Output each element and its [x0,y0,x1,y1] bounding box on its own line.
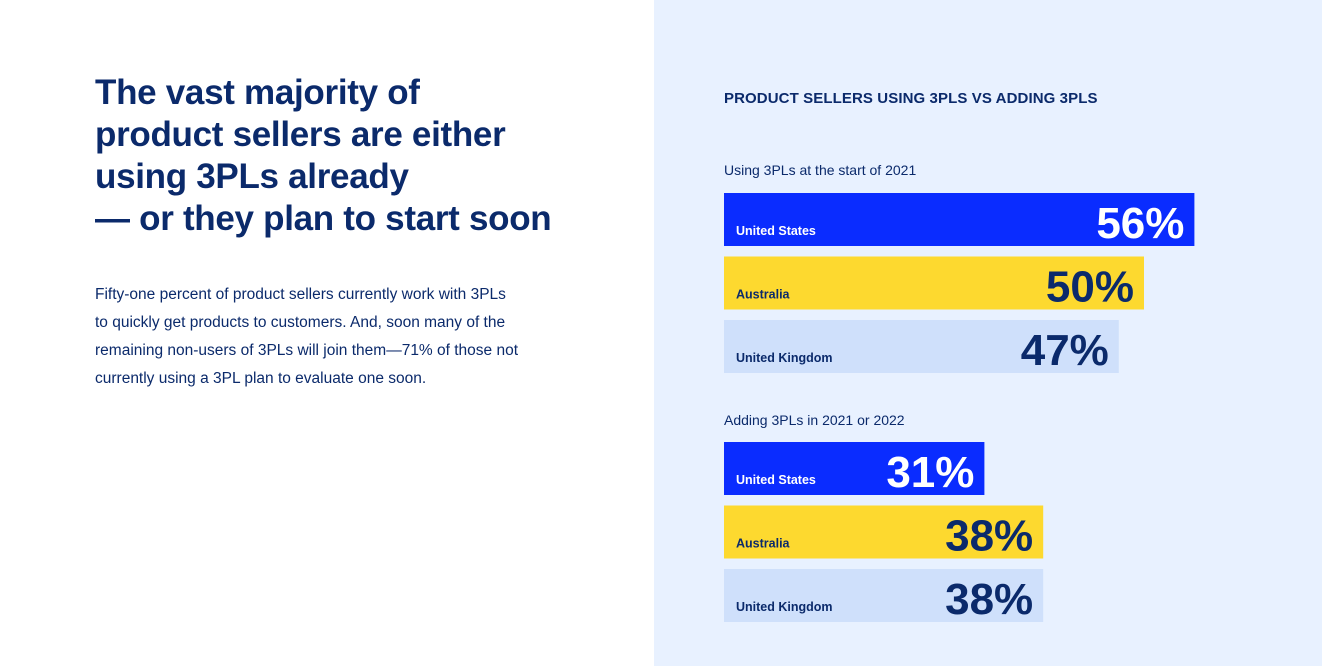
bar-value-label: 56% [1096,199,1184,248]
bar-australia [724,505,1044,559]
chart-panel: PRODUCT SELLERS USING 3PLS VS ADDING 3PL… [654,0,1322,666]
body-paragraph: Fifty-one percent of product sellers cur… [95,281,565,393]
body-line: to quickly get products to customers. An… [95,314,506,331]
group-label-using: Using 3PLs at the start of 2021 [724,162,917,178]
chart-title: PRODUCT SELLERS USING 3PLS VS ADDING 3PL… [724,90,1098,107]
bar-value-label: 47% [1021,326,1109,375]
group-label-adding: Adding 3PLs in 2021 or 2022 [724,412,905,428]
bar-category-label: United States [736,473,816,487]
bar-value-label: 50% [1046,263,1134,312]
intro-panel: The vast majority of product sellers are… [0,0,654,666]
bar-united-kingdom [724,569,1044,622]
bar-value-label: 31% [886,448,974,497]
body-line: currently using a 3PL plan to evaluate o… [95,370,427,387]
bar-value-label: 38% [945,512,1033,561]
bar-australia [724,256,1144,310]
headline-line: The vast majority of [95,73,420,112]
bar-chart: United States 56% Australia 50% United Kingd… [724,193,1195,624]
body-line: Fifty-one percent of product sellers cur… [95,286,506,303]
bar-united-states [724,442,985,495]
bar-category-label: Australia [736,288,791,302]
bar-united-states [724,193,1195,246]
body-line: remaining non-users of 3PLs will join th… [95,342,519,359]
headline: The vast majority of product sellers are… [95,72,615,240]
bar-value-label: 38% [945,575,1033,624]
headline-line: — or they plan to start soon [95,199,552,238]
bar-category-label: Australia [736,537,791,551]
headline-line: using 3PLs already [95,157,409,196]
bar-category-label: United Kingdom [736,600,833,614]
headline-line: product sellers are either [95,115,506,154]
bar-united-kingdom [724,320,1119,373]
bar-category-label: United States [736,224,816,238]
bar-category-label: United Kingdom [736,351,833,365]
